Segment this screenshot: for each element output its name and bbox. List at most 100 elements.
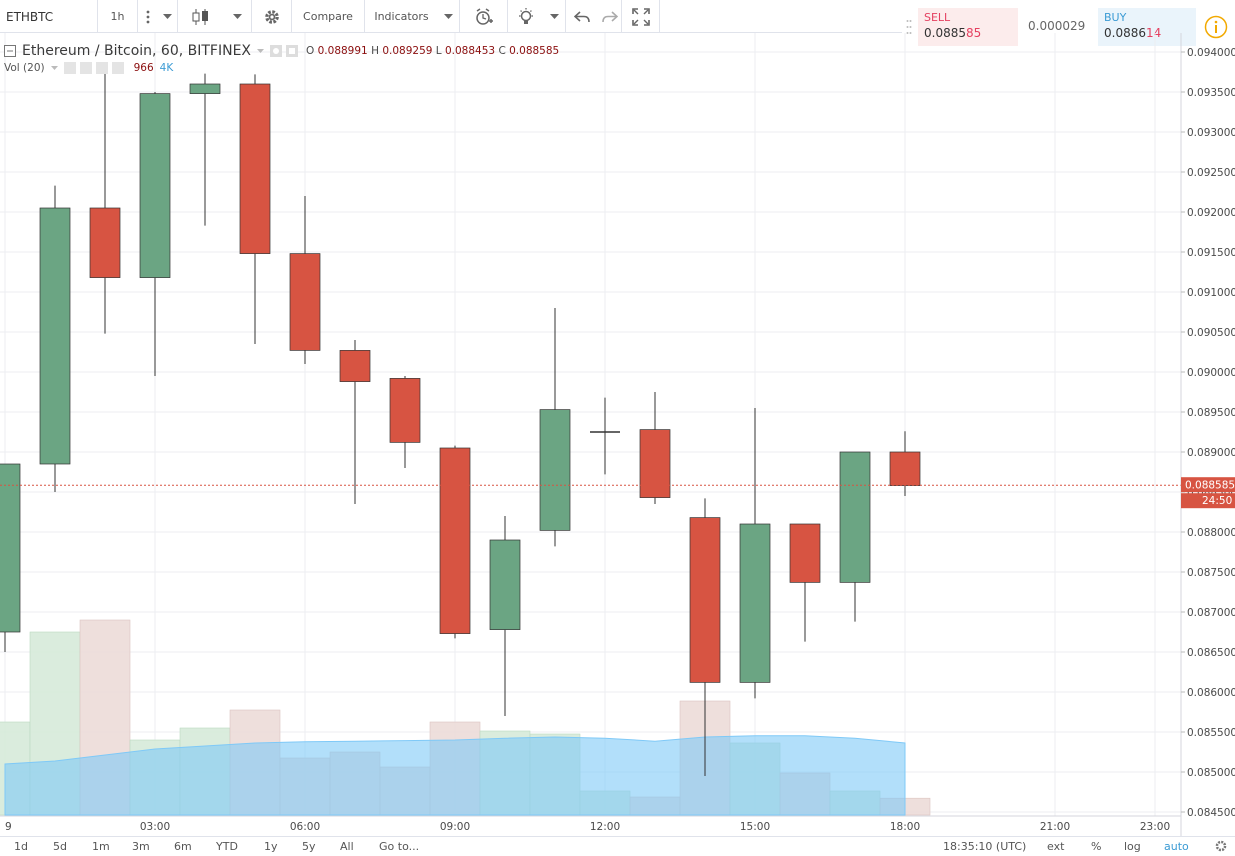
indicators-chevron-icon[interactable] [438, 0, 460, 33]
y-tick-label: 0.093000 [1187, 127, 1235, 139]
x-tick-label: 09:00 [440, 821, 470, 833]
candle-body [189, 83, 221, 94]
chart-style-chevron-icon[interactable] [224, 0, 252, 33]
undo-icon[interactable] [566, 0, 598, 33]
log-button[interactable]: log [1124, 840, 1141, 853]
last-price-label: 0.088585 [1185, 480, 1235, 492]
candle-body [789, 523, 821, 583]
drag-handle-icon[interactable] [906, 18, 912, 36]
indicators-button[interactable]: Indicators [365, 0, 438, 33]
percent-button[interactable]: % [1091, 840, 1102, 853]
legend-settings-icon[interactable] [270, 45, 300, 57]
y-tick-label: 0.086000 [1187, 687, 1235, 699]
candle-body [239, 83, 271, 254]
volume-settings-icon[interactable] [63, 62, 128, 74]
goto-button[interactable]: Go to... [379, 840, 420, 853]
y-tick-label: 0.085000 [1187, 767, 1235, 779]
y-tick-label: 0.088000 [1187, 527, 1235, 539]
chart-grid [0, 33, 1181, 816]
y-tick-label: 0.089500 [1187, 407, 1235, 419]
candle-body [889, 451, 921, 486]
auto-button[interactable]: auto [1164, 840, 1189, 853]
sell-label: SELL [924, 11, 951, 24]
volume-chevron-icon[interactable] [50, 66, 58, 70]
bulb-icon[interactable] [508, 0, 544, 33]
y-tick-label: 0.092000 [1187, 207, 1235, 219]
compare-button[interactable]: Compare [292, 0, 365, 33]
candle-body [0, 463, 21, 633]
range-ytd-button[interactable]: YTD [216, 840, 238, 853]
candle-body [639, 429, 671, 498]
collapse-legend-icon[interactable] [4, 45, 16, 57]
x-tick-label: 12:00 [590, 821, 620, 833]
candles-style-icon[interactable] [178, 0, 224, 33]
candle-body [339, 350, 371, 382]
y-tick-label: 0.093500 [1187, 87, 1235, 99]
settings-gear-icon[interactable] [252, 0, 292, 33]
axis-settings-gear-icon[interactable] [1214, 839, 1228, 856]
clock-label: 18:35:10 (UTC) [943, 840, 1027, 853]
price-chart[interactable]: 0.094000 0.093500 0.093000 0.092500 0.092000… [0, 33, 1235, 836]
more-intervals-icon[interactable] [138, 0, 158, 33]
candle-body [389, 378, 421, 443]
volume-ma-value: 4K [159, 62, 174, 74]
candle-body [489, 539, 521, 630]
volume-legend-row: Vol (20) 966 4K [4, 62, 559, 74]
symbol-search-input[interactable]: ETHBTC [0, 0, 98, 33]
last-price-tag: 0.088585 24:50 [1181, 477, 1235, 509]
low-label: L [435, 45, 442, 57]
sell-price-tail: 85 [966, 26, 982, 40]
range-1y-button[interactable]: 1y [264, 840, 278, 853]
x-tick-label: 23:00 [1140, 821, 1170, 833]
y-tick-label: 0.090500 [1187, 327, 1235, 339]
range-6m-button[interactable]: 6m [174, 840, 192, 853]
candle-body [539, 409, 571, 531]
x-tick-label: 21:00 [1040, 821, 1070, 833]
indicators-label: Indicators [374, 10, 429, 23]
interval-dropdown-chevron-icon[interactable] [158, 0, 178, 33]
bottom-toolbar: 1d 5d 1m 3m 6m YTD 1y 5y All Go to... 18… [0, 836, 1235, 856]
compare-label: Compare [303, 10, 353, 23]
redo-icon[interactable] [598, 0, 622, 33]
interval-button[interactable]: 1h [98, 0, 138, 33]
buy-price-main: 0.0886 [1104, 26, 1146, 40]
ext-button[interactable]: ext [1047, 840, 1065, 853]
spread-value: 0.000029 [1018, 8, 1098, 46]
symbol-chevron-icon[interactable] [257, 49, 265, 53]
range-1d-button[interactable]: 1d [14, 840, 28, 853]
fullscreen-icon[interactable] [622, 0, 660, 33]
countdown-label: 24:50 [1202, 495, 1232, 507]
candle-body [839, 451, 871, 583]
price-axis[interactable]: 0.094000 0.093500 0.093000 0.092500 0.092000… [1181, 47, 1235, 819]
symbol-label: ETHBTC [6, 9, 54, 24]
low-value: 0.088453 [444, 45, 496, 57]
volume-legend-label: Vol (20) [4, 62, 45, 74]
y-tick-label: 0.091000 [1187, 287, 1235, 299]
buy-label: BUY [1104, 11, 1127, 24]
range-3m-button[interactable]: 3m [132, 840, 150, 853]
bulb-chevron-icon[interactable] [544, 0, 566, 33]
candle-body [139, 93, 171, 278]
info-icon[interactable] [1204, 15, 1228, 39]
alert-clock-icon[interactable] [460, 0, 508, 33]
candle-body [739, 523, 771, 683]
sell-button[interactable]: SELL 0.088585 [918, 8, 1018, 46]
y-tick-label: 0.089000 [1187, 447, 1235, 459]
x-tick-label: 06:00 [290, 821, 320, 833]
buy-price: 0.088614 [1104, 26, 1161, 40]
buy-button[interactable]: BUY 0.088614 [1098, 8, 1196, 46]
range-5d-button[interactable]: 5d [53, 840, 67, 853]
candle-body [689, 517, 721, 683]
range-1m-button[interactable]: 1m [92, 840, 110, 853]
y-tick-label: 0.087000 [1187, 607, 1235, 619]
candle-body [39, 207, 71, 465]
x-tick-label: 18:00 [890, 821, 920, 833]
range-5y-button[interactable]: 5y [302, 840, 316, 853]
candle-body [89, 207, 121, 278]
time-axis[interactable]: 9 03:00 06:00 09:00 12:00 15:00 18:00 21:00 23:0… [5, 821, 1170, 833]
open-label: O [306, 45, 315, 57]
y-tick-label: 0.086500 [1187, 647, 1235, 659]
close-value: 0.088585 [509, 45, 560, 57]
range-all-button[interactable]: All [340, 840, 354, 853]
y-tick-label: 0.090000 [1187, 367, 1235, 379]
